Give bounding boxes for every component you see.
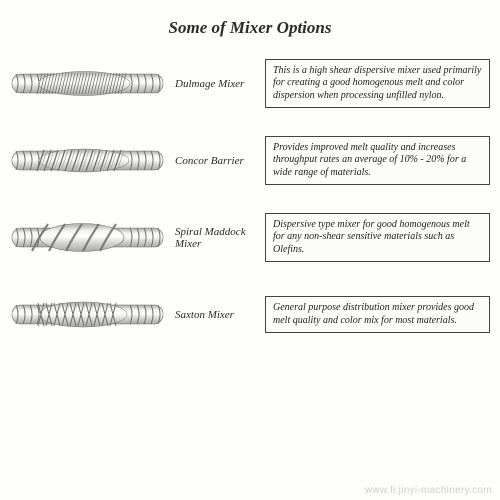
mixer-description: Dispersive type mixer for good homogenou… (265, 213, 490, 263)
mixer-illustration (10, 133, 165, 188)
page-title: Some of Mixer Options (10, 18, 490, 38)
mixer-illustration (10, 56, 165, 111)
mixer-description: This is a high shear dispersive mixer us… (265, 59, 490, 109)
mixer-illustration (10, 210, 165, 265)
mixer-description: Provides improved melt quality and incre… (265, 136, 490, 186)
mixer-label: Spiral Maddock Mixer (173, 226, 257, 250)
mixer-list: Dulmage Mixer This is a high shear disper… (10, 56, 490, 342)
mixer-row: Concor Barrier Provides improved melt qua… (10, 133, 490, 188)
mixer-row: Dulmage Mixer This is a high shear disper… (10, 56, 490, 111)
mixer-row: Saxton Mixer General purpose distribution… (10, 287, 490, 342)
mixer-label: Dulmage Mixer (173, 78, 257, 90)
mixer-label: Saxton Mixer (173, 309, 257, 321)
mixer-label: Concor Barrier (173, 155, 257, 167)
mixer-row: Spiral Maddock Mixer Dispersive type mixe… (10, 210, 490, 265)
mixer-illustration (10, 287, 165, 342)
mixer-description: General purpose distribution mixer provi… (265, 296, 490, 333)
document-page: Some of Mixer Options Dulmage Mixer This … (0, 0, 500, 500)
watermark-text: www.fi.jinyi-machinery.com (365, 485, 492, 496)
